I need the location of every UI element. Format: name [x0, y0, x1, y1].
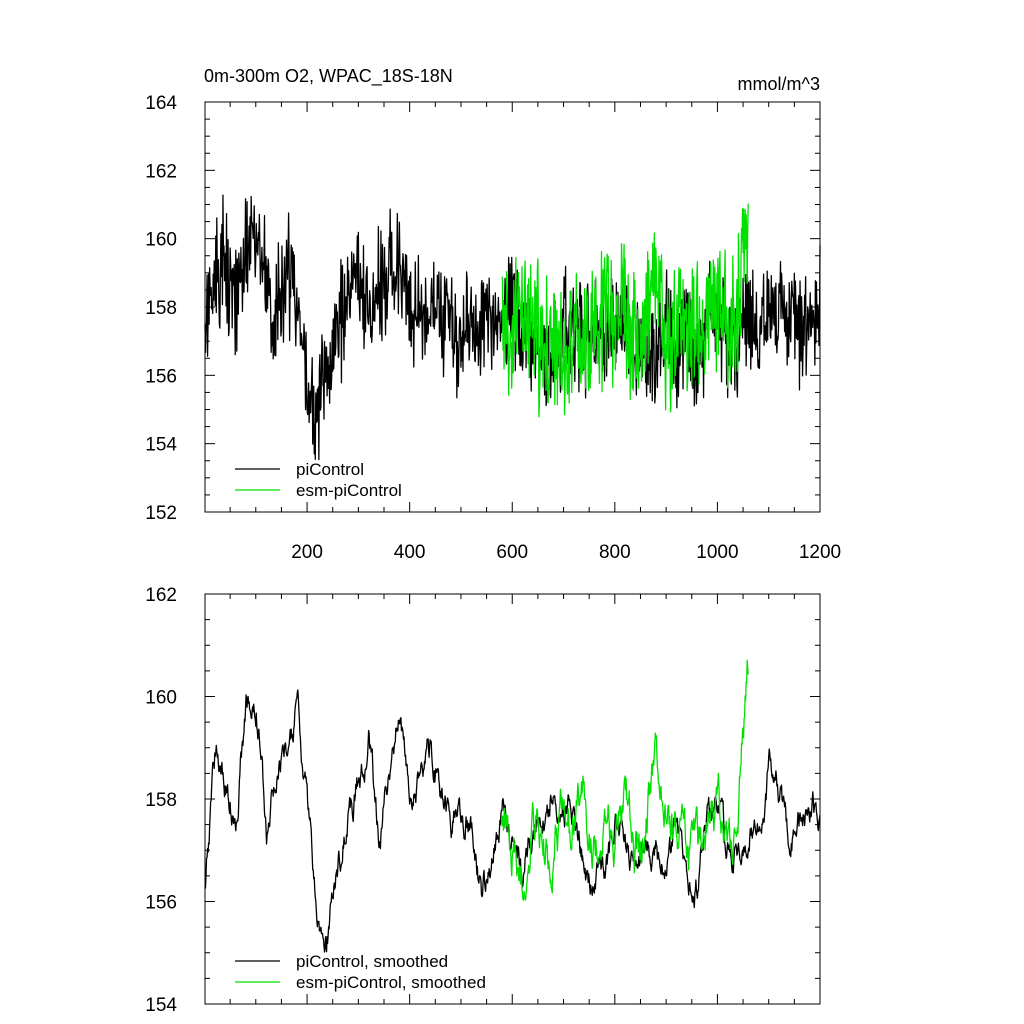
legend-label-esm-picontrol: esm-piControl [296, 481, 402, 500]
legend-label-picontrol-smoothed: piControl, smoothed [296, 952, 448, 971]
bottom-legend: piControl, smoothed esm-piControl, smoot… [235, 952, 486, 992]
top-panel: 0m-300m O2, WPAC_18S-18N mmol/m^3 152 154… [145, 66, 841, 563]
x-tick-label: 400 [394, 542, 426, 563]
y-tick-label: 162 [145, 161, 177, 182]
y-tick-label: 160 [145, 230, 177, 251]
chart-title: 0m-300m O2, WPAC_18S-18N [204, 66, 453, 87]
y-tick-label: 164 [145, 93, 177, 114]
series-line-picontrol-smoothed [204, 689, 821, 953]
bottom-series-lines [204, 659, 821, 953]
y-tick-label: 152 [145, 503, 177, 524]
units-label: mmol/m^3 [738, 74, 820, 94]
top-legend: piControl esm-piControl [235, 460, 402, 500]
top-series-lines [204, 194, 821, 461]
top-x-tick-labels: 200 400 600 800 1000 1200 [291, 542, 841, 563]
y-tick-label: 162 [145, 585, 177, 606]
legend-label-picontrol: piControl [296, 460, 364, 479]
x-tick-label: 1000 [696, 542, 738, 563]
bottom-y-tick-labels: 154 156 158 160 162 [145, 585, 177, 1016]
legend-label-esm-picontrol-smoothed: esm-piControl, smoothed [296, 973, 486, 992]
x-tick-label: 1200 [799, 542, 841, 563]
y-tick-label: 154 [145, 995, 177, 1016]
series-line-esm-picontrol [501, 203, 749, 418]
bottom-panel: 154 156 158 160 162 piControl, smoothed esm-… [145, 585, 821, 1016]
series-line-esm-picontrol-smoothed [501, 659, 749, 901]
top-y-tick-labels: 152 154 156 158 160 162 164 [145, 93, 177, 524]
y-tick-label: 158 [145, 298, 177, 319]
y-tick-label: 158 [145, 790, 177, 811]
x-tick-label: 600 [496, 542, 528, 563]
x-tick-label: 800 [599, 542, 631, 563]
x-tick-label: 200 [291, 542, 323, 563]
bottom-axis-ticks [205, 593, 821, 1005]
y-tick-label: 156 [145, 366, 177, 387]
y-tick-label: 154 [145, 435, 177, 456]
y-tick-label: 160 [145, 688, 177, 709]
y-tick-label: 156 [145, 893, 177, 914]
